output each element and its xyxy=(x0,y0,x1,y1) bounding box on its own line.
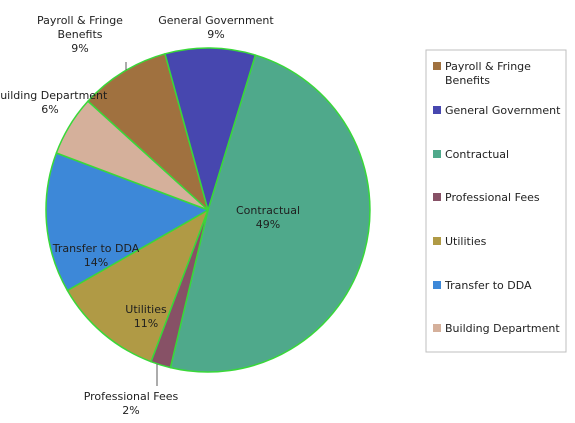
pie-slice-general-government xyxy=(164,47,257,211)
pie-slice-transfer-to-dda xyxy=(45,152,209,292)
slice-label-general-government-percent: 9% xyxy=(207,28,224,41)
pie-slice-contractual xyxy=(169,54,371,373)
legend-swatch-building-department xyxy=(433,324,441,332)
slice-label-contractual-percent: 49% xyxy=(256,218,280,231)
slice-label-professional-fees: Professional Fees xyxy=(84,390,179,403)
legend-label-professional-fees: Professional Fees xyxy=(445,191,540,204)
legend-swatch-professional-fees xyxy=(433,193,441,201)
slice-label-general-government: General Government xyxy=(158,14,274,27)
slice-label-utilities: Utilities xyxy=(125,303,167,316)
slice-label-utilities-percent: 11% xyxy=(134,317,158,330)
pie-slices xyxy=(45,47,371,373)
legend-swatch-contractual xyxy=(433,150,441,158)
slice-label-transfer-to-dda-percent: 14% xyxy=(84,256,108,269)
legend-label-building-department: Building Department xyxy=(445,322,560,335)
legend-label-utilities: Utilities xyxy=(445,235,487,248)
slice-label-professional-fees-percent: 2% xyxy=(122,404,139,417)
legend-swatch-transfer-to-dda xyxy=(433,281,441,289)
pie-slice-payroll-and-fringe-benefits xyxy=(87,53,209,211)
legend-swatch-payroll-and-fringe-benefits xyxy=(433,62,441,70)
legend-label-transfer-to-dda: Transfer to DDA xyxy=(444,279,532,292)
legend-swatch-utilities xyxy=(433,237,441,245)
slice-label-payroll-and-fringe-benefits-line-1: Payroll & Fringe xyxy=(37,14,123,27)
legend-label-payroll-and-fringe-benefits-line-2: Benefits xyxy=(445,74,490,87)
legend-box xyxy=(425,49,567,353)
slice-label-building-department-percent: 6% xyxy=(41,103,58,116)
slice-label-transfer-to-dda: Transfer to DDA xyxy=(52,242,140,255)
legend-swatch-general-government xyxy=(433,106,441,114)
legend-label-contractual: Contractual xyxy=(445,148,509,161)
legend-label-general-government: General Government xyxy=(445,104,561,117)
slice-label-contractual: Contractual xyxy=(236,204,300,217)
slice-label-payroll-and-fringe-benefits-line-2: Benefits xyxy=(57,28,102,41)
pie-slice-utilities xyxy=(66,209,209,363)
slice-label-building-department: Building Department xyxy=(0,89,108,102)
slice-label-payroll-and-fringe-benefits-percent: 9% xyxy=(71,42,88,55)
legend-label-payroll-and-fringe-benefits-line-1: Payroll & Fringe xyxy=(445,60,531,73)
leader-lines xyxy=(125,62,158,386)
